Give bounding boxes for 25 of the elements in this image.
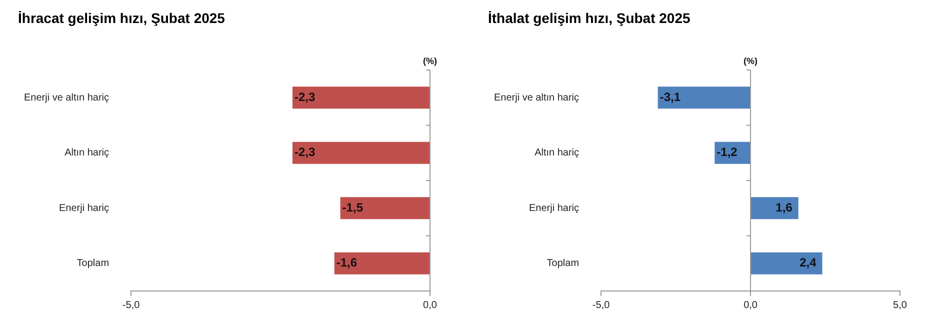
data-label: -1,2 [716, 145, 738, 160]
data-label: -2,3 [294, 145, 316, 160]
data-label: -3,1 [660, 90, 681, 104]
y-tick-label: Altın hariç [534, 148, 580, 159]
data-label: -2,3 [294, 90, 316, 104]
x-tick-label: 5,0 [893, 300, 908, 311]
text: (%) [423, 56, 437, 66]
y-tick-label: Enerji ve altın hariç [24, 92, 110, 104]
x-tick-label: 0,0 [744, 300, 758, 311]
x-tick-label: -5,0 [122, 300, 140, 311]
y-tick-label: Enerji ve altın hariç [494, 92, 580, 104]
data-label: -1,5 [342, 200, 364, 214]
data-label: 2,4 [800, 256, 817, 270]
chart-title: İhracat gelişim hızı, Şubat 2025 [18, 10, 225, 26]
data-label: -1,6 [336, 256, 358, 270]
chart-title: İthalat gelişim hızı, Şubat 2025 [488, 10, 690, 26]
x-tick-label: 0,0 [423, 300, 438, 311]
y-tick-label: Toplam [546, 258, 580, 270]
y-tick-label: Enerji hariç [529, 202, 580, 214]
data-label: 1,6 [776, 200, 793, 214]
y-tick-label: Enerji hariç [59, 202, 110, 214]
x-tick-label: -5,0 [592, 300, 610, 311]
y-tick-label: Altın hariç [64, 148, 110, 159]
text: (%) [744, 56, 758, 66]
y-tick-label: Toplam [76, 258, 110, 270]
